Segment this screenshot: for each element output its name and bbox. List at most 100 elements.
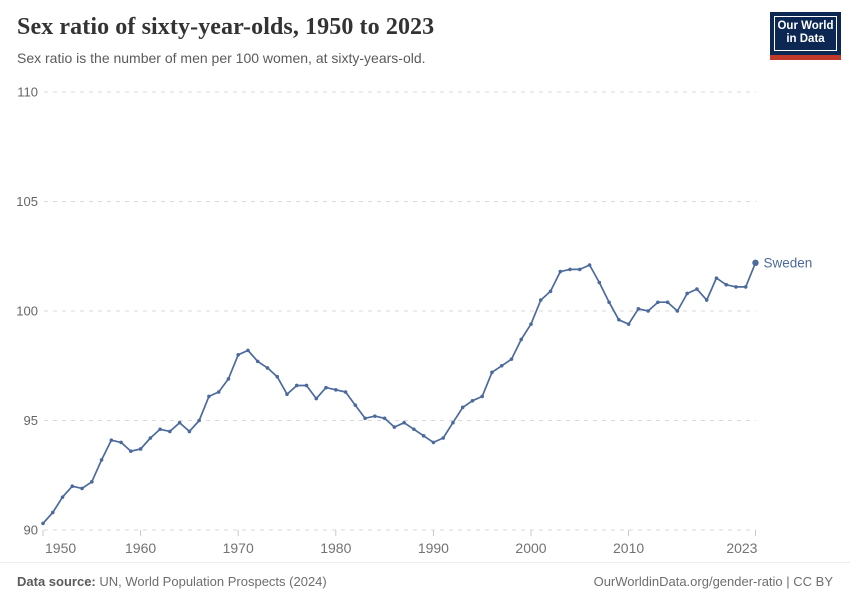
data-point-sweden-2013[interactable] (656, 300, 660, 305)
data-point-sweden-2018[interactable] (704, 298, 709, 302)
data-point-sweden-2007[interactable] (597, 280, 602, 285)
data-point-sweden-1979[interactable] (324, 385, 328, 390)
data-point-sweden-1974[interactable] (275, 374, 280, 379)
data-point-sweden-1954[interactable] (80, 486, 84, 491)
data-point-sweden-1987[interactable] (402, 420, 406, 425)
x-axis-label-2010: 2010 (613, 540, 644, 556)
data-point-sweden-2011[interactable] (636, 307, 641, 311)
series-end-dot-sweden[interactable] (752, 259, 759, 267)
data-point-sweden-2009[interactable] (617, 317, 621, 322)
data-point-sweden-2015[interactable] (675, 309, 680, 313)
data-point-sweden-2010[interactable] (626, 322, 631, 326)
data-point-sweden-1959[interactable] (129, 449, 133, 453)
data-point-sweden-2004[interactable] (568, 267, 572, 272)
series-line-sweden[interactable] (42, 261, 757, 525)
data-point-sweden-1998[interactable] (509, 357, 514, 361)
data-point-sweden-1970[interactable] (236, 353, 240, 357)
data-point-sweden-1981[interactable] (343, 390, 348, 394)
data-point-sweden-2019[interactable] (714, 276, 719, 280)
x-axis-label-1970: 1970 (223, 540, 254, 556)
data-point-sweden-1996[interactable] (490, 370, 494, 375)
data-point-sweden-1994[interactable] (470, 398, 475, 403)
data-point-sweden-1950[interactable] (41, 521, 45, 526)
x-axis-label-2000: 2000 (515, 540, 546, 556)
data-point-sweden-1958[interactable] (119, 440, 123, 445)
data-point-sweden-1977[interactable] (304, 383, 309, 388)
owid-logo-red-bar (770, 55, 841, 60)
data-point-sweden-1956[interactable] (99, 458, 104, 462)
data-point-sweden-2012[interactable] (646, 309, 650, 313)
data-point-sweden-1984[interactable] (373, 414, 377, 418)
data-point-sweden-1966[interactable] (197, 418, 201, 423)
y-axis-label-95: 95 (24, 413, 38, 428)
x-axis-label-1960: 1960 (125, 540, 156, 556)
x-axis-label-2023: 2023 (726, 540, 757, 556)
chart-header: Sex ratio of sixty-year-olds, 1950 to 20… (17, 14, 757, 66)
chart-canvas[interactable]: 90 95 100 105 110 1950 1960 1970 1980 1990 2000 201… (0, 0, 850, 562)
data-point-sweden-2021[interactable] (734, 285, 738, 289)
x-axis-label-1990: 1990 (418, 540, 449, 556)
chart-subtitle: Sex ratio is the number of men per 100 w… (17, 50, 426, 66)
data-point-sweden-1990[interactable] (431, 440, 436, 445)
data-point-sweden-2002[interactable] (548, 289, 553, 294)
data-point-sweden-1969[interactable] (226, 377, 231, 381)
data-point-sweden-1960[interactable] (138, 447, 143, 451)
data-point-sweden-1951[interactable] (50, 510, 55, 515)
data-point-sweden-1965[interactable] (187, 429, 192, 434)
owid-logo-text: Our World in Data (774, 16, 837, 51)
data-point-sweden-1985[interactable] (382, 416, 387, 421)
data-point-sweden-1991[interactable] (441, 436, 445, 440)
data-point-sweden-2000[interactable] (529, 322, 533, 326)
data-point-sweden-2022[interactable] (743, 285, 748, 289)
data-point-sweden-1988[interactable] (412, 427, 416, 432)
y-axis-label-110: 110 (17, 85, 38, 100)
owid-credit-link[interactable]: OurWorldinData.org/gender-ratio | CC BY (593, 574, 833, 589)
data-point-sweden-1962[interactable] (158, 427, 162, 432)
data-source-value: UN, World Population Prospects (2024) (95, 574, 327, 589)
data-point-sweden-1995[interactable] (480, 394, 485, 399)
data-point-sweden-1963[interactable] (168, 429, 172, 434)
series-label-sweden[interactable]: Sweden (763, 255, 812, 270)
data-point-sweden-1968[interactable] (216, 390, 221, 394)
data-point-sweden-1980[interactable] (334, 388, 338, 392)
data-point-sweden-1955[interactable] (90, 480, 94, 484)
data-point-sweden-1957[interactable] (109, 438, 114, 443)
data-point-sweden-1961[interactable] (148, 436, 153, 440)
data-point-sweden-1952[interactable] (60, 495, 65, 499)
data-point-sweden-2003[interactable] (558, 269, 563, 274)
data-point-sweden-2016[interactable] (685, 291, 689, 296)
owid-logo: Our World in Data (770, 12, 841, 60)
data-point-sweden-2001[interactable] (538, 298, 543, 302)
data-point-sweden-1986[interactable] (392, 425, 397, 429)
data-point-sweden-1971[interactable] (246, 348, 250, 353)
data-point-sweden-2005[interactable] (578, 267, 582, 272)
data-point-sweden-2006[interactable] (587, 263, 592, 267)
y-axis-label-105: 105 (16, 194, 38, 209)
data-point-sweden-1967[interactable] (207, 394, 211, 399)
data-point-sweden-2008[interactable] (607, 300, 611, 305)
owid-logo-line2: in Data (786, 33, 825, 45)
chart-title: Sex ratio of sixty-year-olds, 1950 to 20… (17, 14, 435, 40)
data-point-sweden-1976[interactable] (294, 383, 299, 388)
y-axis-label-100: 100 (16, 304, 38, 319)
data-point-sweden-1997[interactable] (499, 363, 504, 368)
data-point-sweden-1975[interactable] (285, 392, 289, 397)
data-point-sweden-1992[interactable] (451, 420, 455, 425)
data-point-sweden-1973[interactable] (265, 366, 270, 370)
data-point-sweden-1964[interactable] (177, 420, 182, 425)
data-point-sweden-1953[interactable] (70, 484, 75, 489)
data-point-sweden-2014[interactable] (665, 300, 670, 305)
x-axis-label-1980: 1980 (320, 540, 351, 556)
data-point-sweden-1993[interactable] (460, 405, 465, 410)
y-axis-label-90: 90 (24, 523, 38, 538)
chart-footer: Data source: UN, World Population Prospe… (0, 562, 850, 600)
data-point-sweden-1989[interactable] (421, 434, 426, 438)
data-point-sweden-2017[interactable] (695, 287, 699, 291)
data-point-sweden-1982[interactable] (353, 403, 358, 407)
data-point-sweden-1972[interactable] (255, 359, 260, 364)
data-point-sweden-1999[interactable] (519, 337, 524, 342)
data-point-sweden-1978[interactable] (314, 396, 319, 401)
data-point-sweden-2020[interactable] (724, 282, 728, 287)
data-point-sweden-1983[interactable] (363, 416, 367, 421)
